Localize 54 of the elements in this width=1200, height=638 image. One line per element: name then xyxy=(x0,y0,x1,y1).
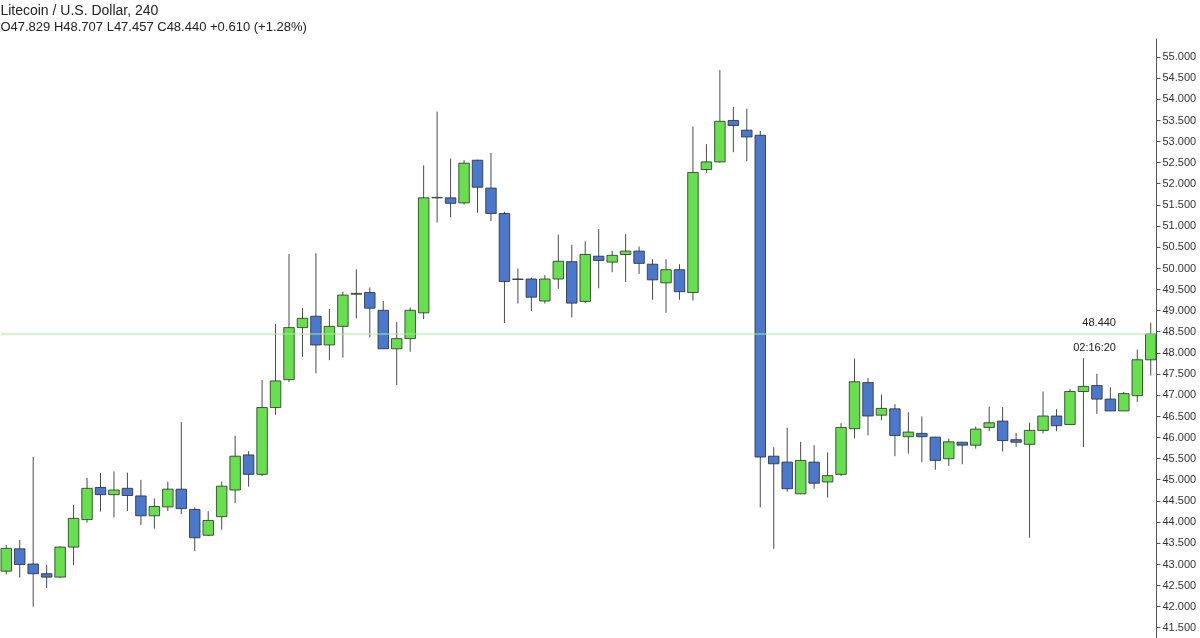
y-tick-label: 41.500 xyxy=(1162,620,1197,633)
candlestick xyxy=(1050,408,1063,432)
candlestick xyxy=(94,472,107,513)
ref-line-label: 48.440 xyxy=(1082,315,1116,328)
candlestick xyxy=(970,426,982,450)
chart-subtitle: O47.829 H48.707 L47.457 C48.440 +0.610 (+1.28%) xyxy=(0,19,307,34)
y-tick-label: 51.500 xyxy=(1162,198,1197,211)
candlestick xyxy=(916,415,928,463)
candlestick xyxy=(364,286,376,338)
y-tick-label: 43.500 xyxy=(1162,536,1197,549)
candlestick xyxy=(444,158,457,218)
candlestick xyxy=(929,436,941,471)
y-tick-label: 46.500 xyxy=(1162,409,1197,422)
candlestick xyxy=(0,544,12,576)
y-tick-label: 52.000 xyxy=(1162,176,1197,189)
y-tick-label: 44.500 xyxy=(1162,494,1197,507)
y-tick-label: 42.000 xyxy=(1162,599,1197,612)
y-tick-label: 49.500 xyxy=(1162,282,1197,295)
annotation: 02:16:20 xyxy=(1073,340,1116,353)
candlestick xyxy=(296,307,309,358)
y-tick-label: 48.500 xyxy=(1162,324,1197,337)
y-tick-label: 54.500 xyxy=(1162,71,1197,84)
y-tick-label: 43.000 xyxy=(1162,557,1197,570)
y-tick-label: 47.500 xyxy=(1162,367,1197,380)
y-tick-label: 48.000 xyxy=(1162,346,1197,359)
candlestick xyxy=(700,143,713,174)
chart-title: Litecoin / U.S. Dollar, 240 xyxy=(0,2,159,18)
y-tick-label: 55.000 xyxy=(1162,50,1197,63)
candlestick xyxy=(121,472,134,512)
candlestick xyxy=(660,258,672,314)
candlestick xyxy=(673,263,686,301)
candlestick xyxy=(1077,357,1090,448)
y-tick-label: 50.500 xyxy=(1162,240,1197,253)
y-tick-label: 46.000 xyxy=(1162,430,1197,443)
candlestick xyxy=(821,451,834,499)
candlestick xyxy=(983,406,995,432)
y-tick-label: 42.500 xyxy=(1162,578,1197,591)
y-tick-label: 53.500 xyxy=(1162,113,1197,126)
y-tick-label: 54.000 xyxy=(1162,92,1197,105)
candlestick xyxy=(1023,422,1036,539)
y-tick-label: 51.000 xyxy=(1162,219,1197,232)
y-tick-label: 52.500 xyxy=(1162,155,1197,168)
y-tick-label: 44.000 xyxy=(1162,515,1197,528)
candlestick xyxy=(1037,390,1049,434)
y-tick-label: 45.500 xyxy=(1162,451,1197,464)
candlestick xyxy=(646,258,659,301)
y-tick-label: 45.000 xyxy=(1162,472,1197,485)
y-tick-label: 50.000 xyxy=(1162,261,1197,274)
candlestick xyxy=(875,393,888,421)
y-tick-label: 53.000 xyxy=(1162,134,1197,147)
y-tick-label: 47.000 xyxy=(1162,388,1197,401)
candlestick xyxy=(108,470,120,518)
candlestick xyxy=(323,308,336,361)
y-tick-label: 49.000 xyxy=(1162,303,1197,316)
